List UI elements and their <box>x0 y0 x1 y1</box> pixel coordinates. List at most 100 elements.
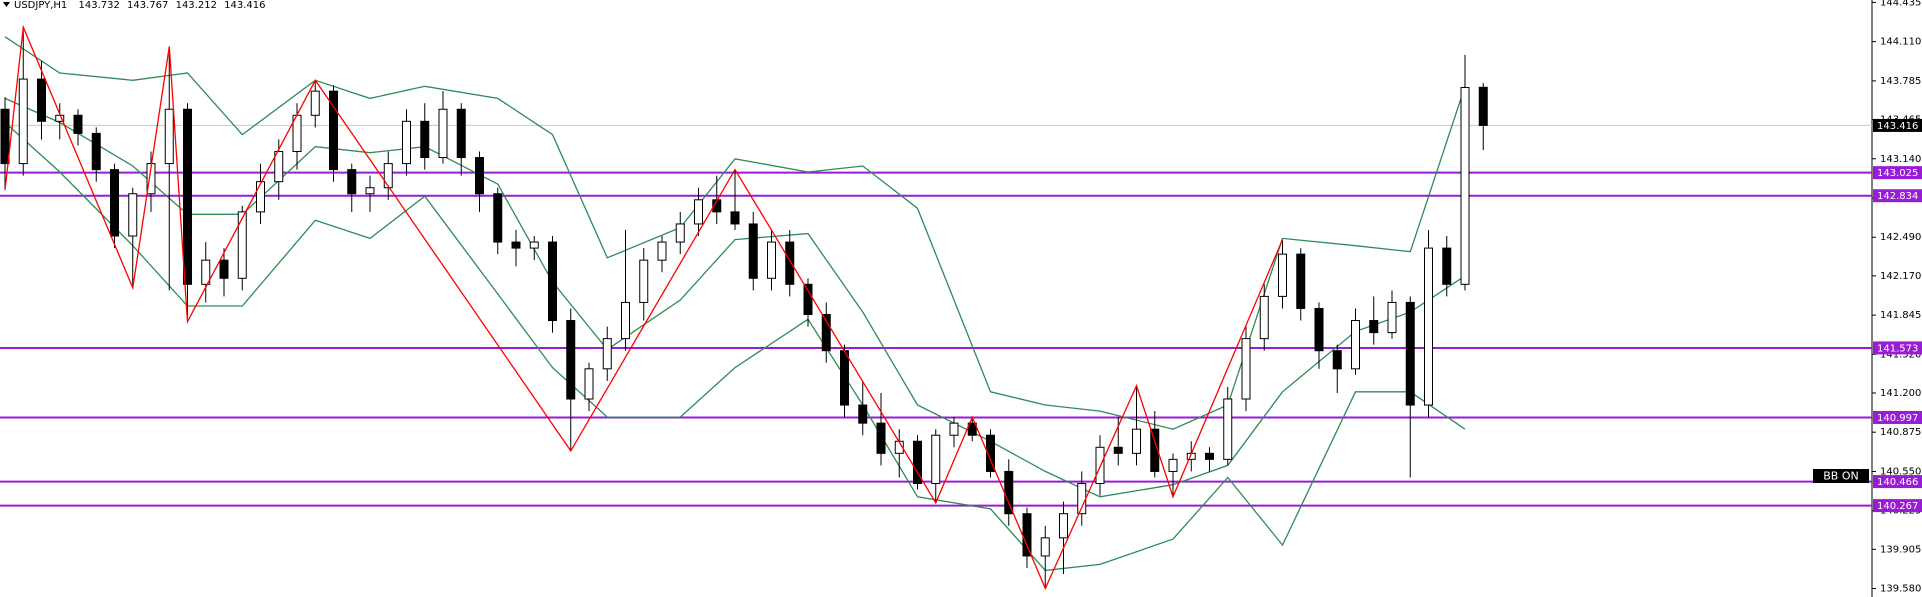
candle-body <box>1351 320 1360 370</box>
candle-body <box>347 169 357 195</box>
y-tick-label: 142.170 <box>1880 271 1921 282</box>
candle-body <box>420 120 430 159</box>
candle-body <box>310 90 320 116</box>
candle-body <box>73 114 83 134</box>
candle-body <box>274 151 284 183</box>
y-tick-label: 140.550 <box>1880 466 1921 477</box>
candle-body <box>1223 398 1233 460</box>
candle-body <box>1405 301 1415 406</box>
candle-body <box>1369 320 1379 334</box>
candle-body <box>1460 87 1470 285</box>
header: USDJPY,H1 143.732 143.767 143.212 143.41… <box>14 0 265 11</box>
candle-body <box>493 193 503 243</box>
level-label-box <box>1873 475 1922 489</box>
candle-body <box>1478 86 1488 126</box>
candle-body <box>110 169 119 237</box>
candle-body <box>0 108 10 165</box>
candle-body <box>1278 253 1287 297</box>
zigzag <box>4 24 1284 591</box>
candle-body <box>986 434 995 472</box>
annotation: BB ON <box>1823 470 1858 483</box>
candle-body <box>1132 428 1141 454</box>
level-label-box <box>1873 341 1922 355</box>
candle-body <box>584 368 594 400</box>
candle-body <box>1314 307 1324 352</box>
candle-body <box>256 181 265 213</box>
candle-body <box>1259 295 1269 340</box>
close-value: 143.416 <box>224 0 265 11</box>
candle-body <box>511 241 521 249</box>
candle-body <box>621 301 630 340</box>
candle-body <box>1059 513 1068 539</box>
candle-body <box>748 223 758 279</box>
level-label: 140.466 <box>1877 477 1918 488</box>
candle-body <box>201 259 211 285</box>
candle-body <box>602 338 612 370</box>
candle-body <box>1424 247 1433 406</box>
candle-body <box>730 211 740 225</box>
y-tick-label: 140.875 <box>1880 427 1921 438</box>
candle-body <box>548 241 557 322</box>
candle-body <box>1205 452 1214 460</box>
open-value: 143.732 <box>78 0 119 11</box>
y-tick-label: 142.490 <box>1880 232 1921 243</box>
high-value: 143.767 <box>127 0 168 11</box>
candle-body <box>18 78 28 165</box>
candle-body <box>128 193 138 237</box>
candle-body <box>803 283 813 315</box>
candle-body <box>1150 428 1160 472</box>
candle-body <box>237 211 247 279</box>
y-tick-label: 144.435 <box>1880 0 1921 8</box>
candle-body <box>767 241 776 279</box>
candle-body <box>785 241 795 285</box>
symbol: USDJPY,H1 <box>14 0 67 11</box>
candle-body <box>1241 338 1251 400</box>
candle-body <box>876 422 886 454</box>
candle-body <box>1387 301 1397 334</box>
candle-body <box>657 241 667 261</box>
y-tick-label: 144.110 <box>1880 37 1921 48</box>
level-label: 143.025 <box>1877 168 1918 179</box>
price-label: 143.416 <box>1877 121 1918 132</box>
annotation-box <box>1813 469 1869 483</box>
level-label-box <box>1873 166 1922 180</box>
candle-body <box>639 259 649 303</box>
bollinger-lower <box>4 122 1466 572</box>
y-tick-label: 141.520 <box>1880 349 1921 360</box>
candle-body <box>821 313 831 352</box>
level-label: 140.997 <box>1877 413 1918 424</box>
candle-body <box>1296 253 1306 309</box>
candle-body <box>219 259 229 279</box>
candle-body <box>694 199 703 225</box>
y-tick-label: 141.845 <box>1880 310 1921 321</box>
candle-body <box>365 187 375 195</box>
price-label-box <box>1873 118 1922 132</box>
candle-body <box>1113 446 1123 454</box>
candle-body <box>1040 537 1050 557</box>
candle-body <box>183 108 192 285</box>
candle-body <box>1004 470 1014 515</box>
candle-body <box>1168 458 1178 472</box>
low-value: 143.212 <box>176 0 217 11</box>
candle-body <box>402 120 411 165</box>
level-label: 142.834 <box>1877 191 1918 202</box>
level-label: 140.267 <box>1877 501 1918 512</box>
candle-body <box>949 422 959 436</box>
candle-body <box>456 108 466 159</box>
y-tick-label: 139.905 <box>1880 544 1921 555</box>
candle-body <box>37 78 46 122</box>
y-tick-label: 141.200 <box>1880 388 1921 399</box>
candle-body <box>329 90 338 171</box>
y-tick-label: 143.140 <box>1880 154 1921 165</box>
candle-body <box>840 350 849 406</box>
candle-body <box>1022 513 1032 557</box>
candle-body <box>91 132 101 171</box>
candle-body <box>675 223 685 243</box>
candle-body <box>1332 350 1342 370</box>
candle-body <box>931 434 941 485</box>
y-tick-label: 139.580 <box>1880 584 1921 595</box>
candle-body <box>913 440 922 485</box>
